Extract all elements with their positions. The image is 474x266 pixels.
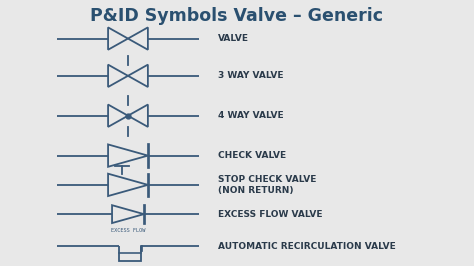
Text: CHECK VALVE: CHECK VALVE bbox=[218, 151, 286, 160]
Text: P&ID Symbols Valve – Generic: P&ID Symbols Valve – Generic bbox=[91, 7, 383, 25]
Text: EXCESS FLOW VALVE: EXCESS FLOW VALVE bbox=[218, 210, 322, 219]
Text: 3 WAY VALVE: 3 WAY VALVE bbox=[218, 71, 283, 80]
Text: EXCESS FLOW: EXCESS FLOW bbox=[111, 228, 145, 233]
Text: AUTOMATIC RECIRCULATION VALVE: AUTOMATIC RECIRCULATION VALVE bbox=[218, 242, 396, 251]
Text: STOP CHECK VALVE
(NON RETURN): STOP CHECK VALVE (NON RETURN) bbox=[218, 175, 317, 194]
Text: 4 WAY VALVE: 4 WAY VALVE bbox=[218, 111, 283, 120]
Text: VALVE: VALVE bbox=[218, 34, 249, 43]
